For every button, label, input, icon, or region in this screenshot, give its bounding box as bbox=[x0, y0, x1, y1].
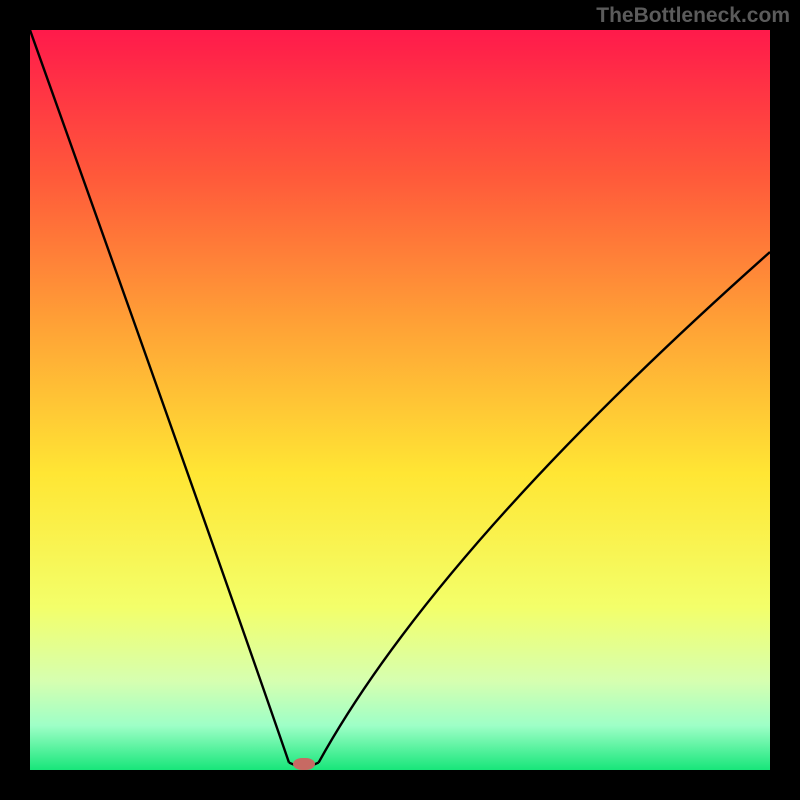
bottleneck-curve bbox=[30, 30, 770, 770]
chart-frame: TheBottleneck.com bbox=[0, 0, 800, 800]
curve-path-left bbox=[30, 30, 289, 763]
plot-area bbox=[30, 30, 770, 770]
minimum-marker bbox=[293, 758, 315, 770]
curve-path-right bbox=[319, 252, 770, 763]
watermark-text: TheBottleneck.com bbox=[596, 4, 790, 28]
